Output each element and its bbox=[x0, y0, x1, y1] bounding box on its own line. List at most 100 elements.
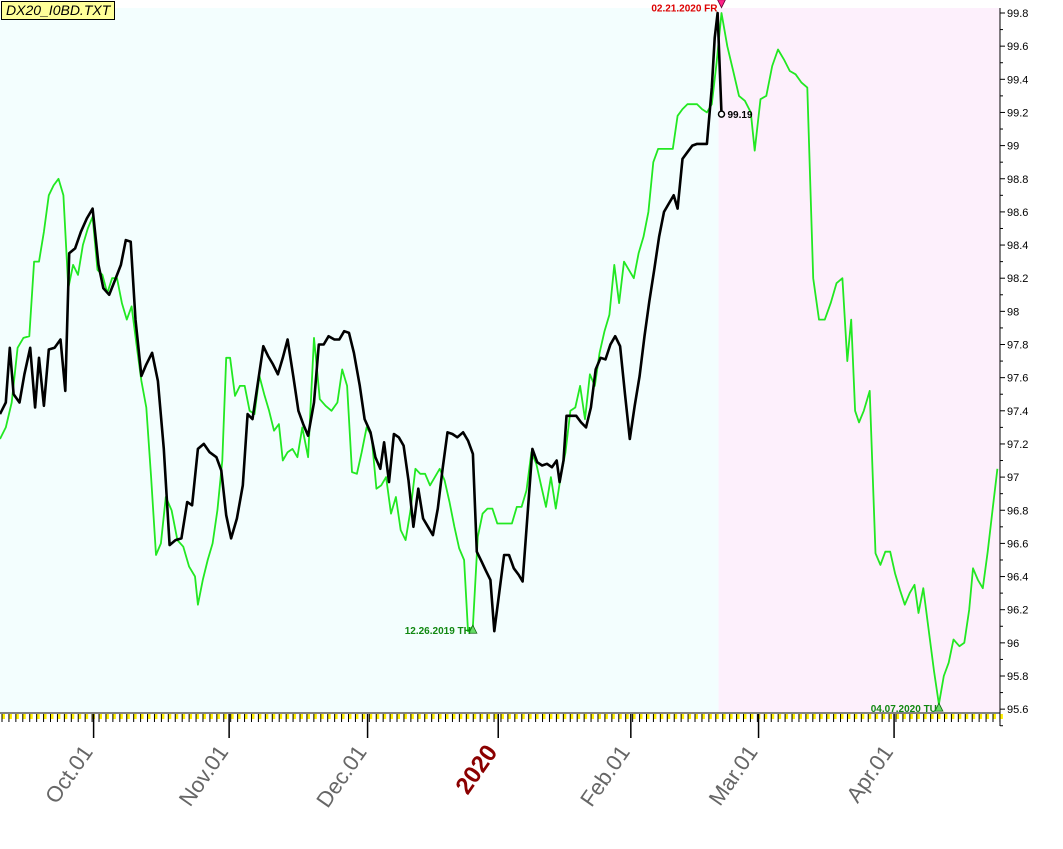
y-tick-label: 98.4 bbox=[1007, 240, 1028, 252]
x-day-marker bbox=[591, 714, 595, 719]
x-day-marker bbox=[743, 714, 747, 719]
x-day-marker bbox=[708, 714, 712, 719]
x-day-marker bbox=[126, 714, 130, 719]
x-day-marker bbox=[805, 714, 809, 719]
x-day-marker bbox=[958, 714, 962, 719]
x-day-marker bbox=[653, 714, 657, 719]
x-day-marker bbox=[681, 714, 685, 719]
x-day-marker bbox=[466, 714, 470, 719]
x-day-marker bbox=[840, 714, 844, 719]
x-day-marker bbox=[701, 714, 705, 719]
x-day-marker bbox=[979, 714, 983, 719]
x-day-marker bbox=[78, 714, 82, 719]
x-axis: Oct.01 Nov.01 Dec.01 2020 Feb.01 Mar.01 Apr.01 bbox=[0, 712, 1003, 812]
x-day-marker bbox=[916, 714, 920, 719]
x-day-marker bbox=[189, 714, 193, 719]
x-day-marker bbox=[445, 714, 449, 719]
x-day-marker bbox=[965, 714, 969, 719]
x-day-marker bbox=[750, 714, 754, 719]
x-day-marker bbox=[15, 714, 19, 719]
x-tick-label: Dec.01 bbox=[311, 741, 371, 812]
x-day-marker bbox=[812, 714, 816, 719]
x-day-marker bbox=[175, 714, 179, 719]
x-day-marker bbox=[944, 714, 948, 719]
x-day-marker bbox=[112, 714, 116, 719]
x-day-marker bbox=[376, 714, 380, 719]
low-marker bbox=[468, 624, 478, 634]
annotation-low-label: 12.26.2019 TH bbox=[405, 626, 471, 637]
x-day-marker bbox=[521, 714, 525, 719]
annotations-group: 02.21.2020 FR 12.26.2019 TH 04.07.2020 TU 9… bbox=[405, 0, 944, 715]
y-tick-label: 97.2 bbox=[1007, 439, 1028, 451]
y-tick-label: 98 bbox=[1007, 306, 1019, 318]
x-day-marker bbox=[618, 714, 622, 719]
x-day-marker bbox=[695, 714, 698, 719]
x-tick-label: Feb.01 bbox=[575, 741, 635, 811]
x-day-marker bbox=[660, 714, 664, 719]
x-day-marker bbox=[542, 714, 546, 719]
y-tick-label: 96.2 bbox=[1007, 605, 1028, 617]
y-tick-label: 95.6 bbox=[1007, 704, 1028, 716]
x-day-marker bbox=[202, 714, 206, 719]
x-day-marker bbox=[556, 714, 560, 719]
x-day-marker bbox=[161, 714, 165, 719]
y-tick-label: 98.8 bbox=[1007, 174, 1028, 186]
last-value-label: 99.19 bbox=[728, 110, 753, 121]
x-day-marker bbox=[244, 714, 248, 719]
x-day-marker bbox=[320, 714, 324, 719]
x-day-marker bbox=[771, 714, 775, 719]
x-day-marker bbox=[889, 714, 893, 719]
x-day-marker bbox=[785, 714, 789, 719]
x-day-marker bbox=[999, 714, 1003, 719]
x-day-marker bbox=[674, 714, 678, 719]
y-tick-label: 99.8 bbox=[1007, 8, 1028, 20]
x-day-marker bbox=[369, 714, 373, 719]
x-day-marker bbox=[570, 714, 574, 719]
x-day-marker bbox=[154, 714, 158, 719]
x-day-marker bbox=[29, 714, 33, 719]
x-day-marker bbox=[452, 714, 456, 719]
x-day-marker bbox=[625, 714, 629, 719]
x-day-marker bbox=[487, 714, 491, 719]
x-day-marker bbox=[722, 714, 726, 719]
projection-background bbox=[718, 8, 1000, 712]
x-day-marker bbox=[438, 714, 442, 719]
x-day-marker bbox=[2, 714, 5, 719]
x-day-marker bbox=[119, 714, 123, 719]
chart-title: DX20_I0BD.TXT bbox=[1, 1, 116, 20]
x-day-marker bbox=[209, 714, 213, 719]
x-day-marker bbox=[646, 714, 650, 719]
y-tick-label: 98.2 bbox=[1007, 273, 1028, 285]
x-day-marker bbox=[986, 714, 990, 719]
x-day-marker bbox=[597, 714, 601, 719]
x-day-marker bbox=[909, 714, 913, 719]
x-day-marker bbox=[854, 714, 858, 719]
x-tick-label-year: 2020 bbox=[450, 740, 503, 799]
x-day-marker bbox=[507, 714, 511, 719]
x-day-marker bbox=[293, 714, 297, 719]
x-day-marker bbox=[196, 714, 200, 719]
y-axis: 99.8 99.6 99.4 99.2 99 98.8 98.6 98.4 98.2 98 97.8… bbox=[1000, 8, 1028, 727]
x-day-marker bbox=[306, 714, 310, 719]
y-tick-label: 96.8 bbox=[1007, 505, 1028, 517]
x-day-marker bbox=[972, 714, 976, 719]
x-day-marker bbox=[313, 714, 317, 719]
x-day-marker bbox=[868, 714, 872, 719]
annotation-high-label: 02.21.2020 FR bbox=[651, 4, 718, 15]
y-tick-label: 96.4 bbox=[1007, 572, 1028, 584]
x-day-marker bbox=[494, 714, 498, 719]
x-day-marker bbox=[286, 714, 290, 719]
y-tick-label: 99.2 bbox=[1007, 107, 1028, 119]
x-day-marker bbox=[736, 714, 740, 719]
x-day-marker bbox=[410, 714, 414, 719]
x-day-marker bbox=[604, 714, 608, 719]
low-marker bbox=[934, 702, 944, 712]
x-day-marker bbox=[403, 714, 407, 719]
x-day-marker bbox=[272, 714, 276, 719]
x-day-marker bbox=[930, 714, 934, 719]
x-day-marker bbox=[764, 714, 768, 719]
x-day-marker bbox=[424, 714, 428, 719]
x-day-marker bbox=[937, 714, 941, 719]
x-tick-label: Apr.01 bbox=[841, 741, 898, 807]
y-tick-label: 97 bbox=[1007, 472, 1019, 484]
